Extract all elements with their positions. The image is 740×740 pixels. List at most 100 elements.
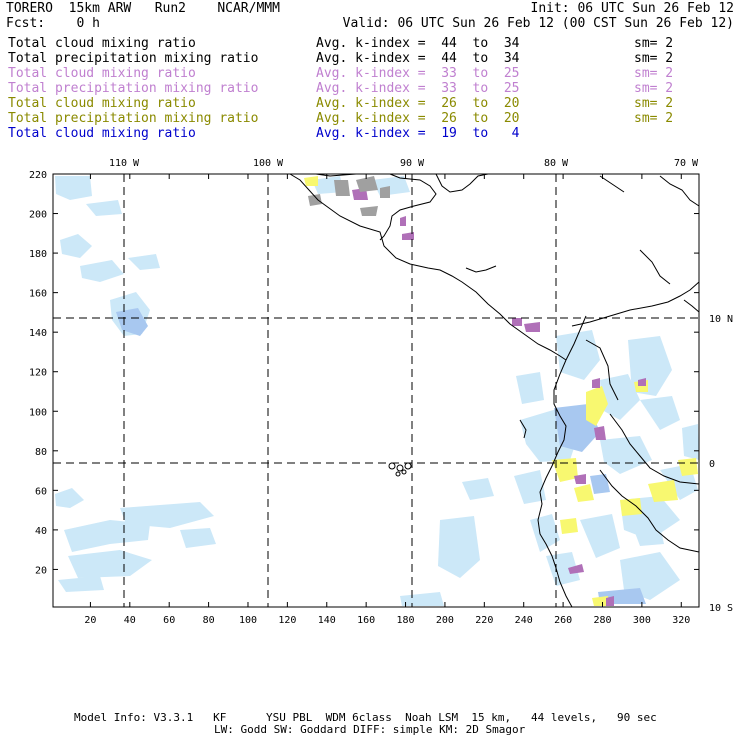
cloud-shading	[304, 176, 318, 186]
coastline	[537, 359, 573, 608]
coastline	[571, 281, 700, 327]
cloud-shading	[568, 564, 584, 574]
cloud-shading	[55, 176, 92, 200]
x-tick-label: 240	[515, 615, 533, 626]
physics-info: LW: Godd SW: Goddard DIFF: simple KM: 2D…	[214, 723, 526, 736]
cloud-shading	[402, 232, 414, 240]
cloud-shading	[546, 552, 580, 586]
x-tick-label: 260	[554, 615, 572, 626]
cloud-shading	[334, 180, 350, 196]
legend-range: Avg. k-index = 19 to 4	[316, 126, 520, 141]
cloud-shading	[400, 592, 444, 606]
cloud-shading	[438, 516, 480, 578]
y-tick-label: 20	[35, 565, 47, 576]
cloud-shading	[628, 336, 672, 396]
latitude-label: 0	[709, 459, 715, 470]
cloud-shading	[512, 318, 522, 326]
legend-field: Total precipitation mixing ratio	[8, 51, 259, 66]
coastline	[435, 173, 489, 193]
legend-range: Avg. k-index = 33 to 25	[316, 66, 520, 81]
cloud-shading	[574, 474, 586, 484]
cloud-shading	[180, 528, 216, 548]
cloud-shading	[68, 550, 152, 578]
cloud-shading	[86, 200, 122, 216]
x-tick-label: 140	[318, 615, 336, 626]
coastline	[659, 175, 700, 207]
cloud-shading	[556, 330, 600, 380]
coastline	[639, 249, 671, 285]
forecast-hour: Fcst: 0 h	[6, 16, 100, 31]
galapagos-island	[395, 471, 401, 477]
cloud-shading	[606, 596, 614, 606]
x-tick-label: 20	[84, 615, 96, 626]
coastline	[585, 339, 619, 401]
legend-smooth: sm= 2	[634, 111, 674, 126]
coastline	[599, 469, 700, 553]
galapagos-island	[401, 469, 407, 475]
latitude-label: 10 S	[709, 603, 733, 614]
cloud-shading	[648, 480, 678, 502]
coastline	[315, 173, 357, 177]
legend-field: Total precipitation mixing ratio	[8, 81, 259, 96]
legend-field: Total cloud mixing ratio	[8, 96, 196, 111]
cloud-shading	[372, 176, 410, 196]
y-tick-label: 220	[29, 170, 47, 181]
coastline	[565, 315, 587, 361]
cloud-shading	[600, 374, 640, 420]
cloud-shading	[58, 576, 104, 592]
longitude-label: 80 W	[544, 158, 569, 169]
cloud-shading	[514, 470, 546, 504]
cloud-shading	[128, 254, 160, 270]
x-tick-label: 320	[672, 615, 690, 626]
x-tick-label: 300	[633, 615, 651, 626]
cloud-shading	[594, 426, 606, 440]
y-tick-label: 80	[35, 447, 47, 458]
y-tick-label: 100	[29, 407, 47, 418]
cloud-shading	[620, 552, 680, 600]
y-tick-label: 40	[35, 526, 47, 537]
cloud-shading	[530, 514, 560, 552]
cloud-shading	[586, 386, 608, 426]
x-tick-label: 100	[239, 615, 257, 626]
cloud-shading	[574, 484, 594, 502]
longitude-label: 100 W	[253, 158, 284, 169]
init-time: Init: 06 UTC Sun 26 Feb 12	[530, 1, 735, 16]
legend-field: Total precipitation mixing ratio	[8, 111, 259, 126]
cloud-shading	[60, 234, 92, 258]
x-tick-label: 60	[163, 615, 175, 626]
y-tick-label: 120	[29, 368, 47, 379]
legend-smooth: sm= 2	[634, 96, 674, 111]
legend-range: Avg. k-index = 44 to 34	[316, 36, 520, 51]
valid-time: Valid: 06 UTC Sun 26 Feb 12 (00 CST Sun …	[342, 16, 734, 31]
cloud-shading	[308, 194, 322, 206]
y-tick-label: 140	[29, 328, 47, 339]
cloud-shading	[560, 518, 578, 534]
latitude-label: 10 N	[709, 314, 733, 325]
coastline	[519, 419, 527, 439]
cloud-shading	[64, 520, 150, 552]
legend-smooth: sm= 2	[634, 36, 674, 51]
coastline	[465, 265, 497, 273]
cloud-shading	[356, 176, 378, 192]
cloud-shading	[462, 478, 494, 500]
legend-range: Avg. k-index = 33 to 25	[316, 81, 520, 96]
cloud-shading	[400, 216, 406, 226]
coastline	[599, 175, 625, 193]
legend-range: Avg. k-index = 26 to 20	[316, 111, 520, 126]
galapagos-island	[388, 462, 396, 470]
galapagos-island	[396, 464, 404, 472]
cloud-shading	[620, 498, 642, 516]
x-tick-label: 120	[278, 615, 296, 626]
legend-field: Total cloud mixing ratio	[8, 126, 196, 141]
legend-field: Total cloud mixing ratio	[8, 66, 196, 81]
cloud-shading	[516, 372, 544, 404]
coastline	[683, 299, 700, 313]
cloud-shading	[600, 436, 652, 474]
cloud-shading	[360, 206, 378, 216]
legend-smooth: sm= 2	[634, 81, 674, 96]
legend-smooth: sm= 2	[634, 51, 674, 66]
cloud-shading	[638, 378, 646, 386]
cloud-shading	[580, 514, 620, 558]
longitude-label: 70 W	[674, 158, 699, 169]
x-tick-label: 280	[593, 615, 611, 626]
